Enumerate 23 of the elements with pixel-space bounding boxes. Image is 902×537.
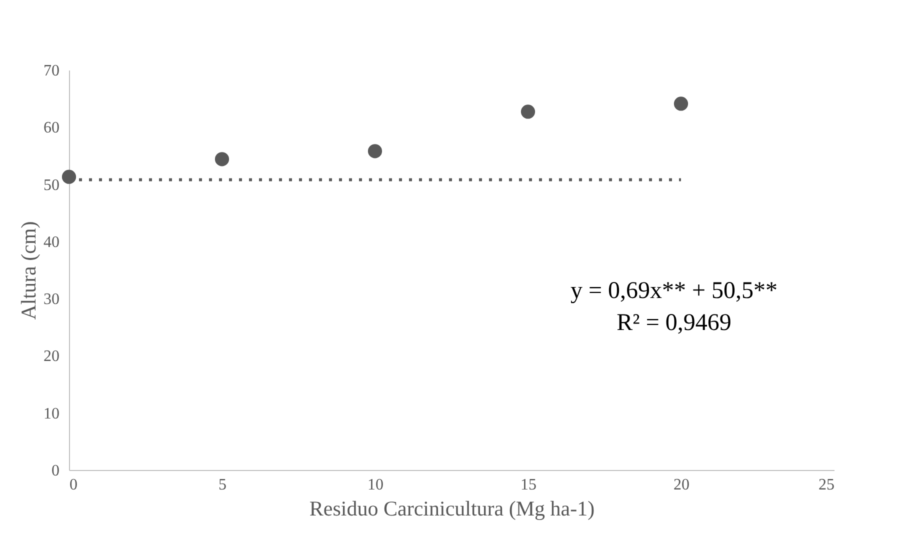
y-tick-label: 10 bbox=[44, 405, 60, 422]
point bbox=[674, 96, 688, 111]
x-tick-label: 20 bbox=[674, 476, 690, 494]
x-axis-title: Residuo Carcinicultura (Mg ha-1) bbox=[309, 496, 595, 520]
y-tick-label: 40 bbox=[44, 234, 60, 251]
y-tick-label: 50 bbox=[44, 176, 60, 194]
point bbox=[368, 144, 382, 158]
y-tick-label: 70 bbox=[44, 62, 60, 80]
x-tick-label: 15 bbox=[520, 476, 536, 494]
point bbox=[62, 170, 76, 184]
y-axis-title: Altura (cm) bbox=[16, 221, 40, 320]
annotation: R² = 0,9469 bbox=[616, 310, 732, 336]
x-tick-label: 5 bbox=[218, 476, 226, 494]
y-tick-label: 20 bbox=[44, 348, 60, 366]
x-tick-label: 10 bbox=[368, 476, 384, 494]
annotation: y = 0,69x** + 50,5** bbox=[570, 278, 778, 304]
x-tick-label: 0 bbox=[70, 476, 78, 494]
y-tick-label: 30 bbox=[44, 291, 60, 308]
y-tick-label: 0 bbox=[52, 462, 60, 480]
point bbox=[520, 104, 536, 119]
x-tick-label: 25 bbox=[818, 476, 834, 494]
point bbox=[214, 152, 230, 166]
y-tick-label: 60 bbox=[44, 120, 60, 137]
